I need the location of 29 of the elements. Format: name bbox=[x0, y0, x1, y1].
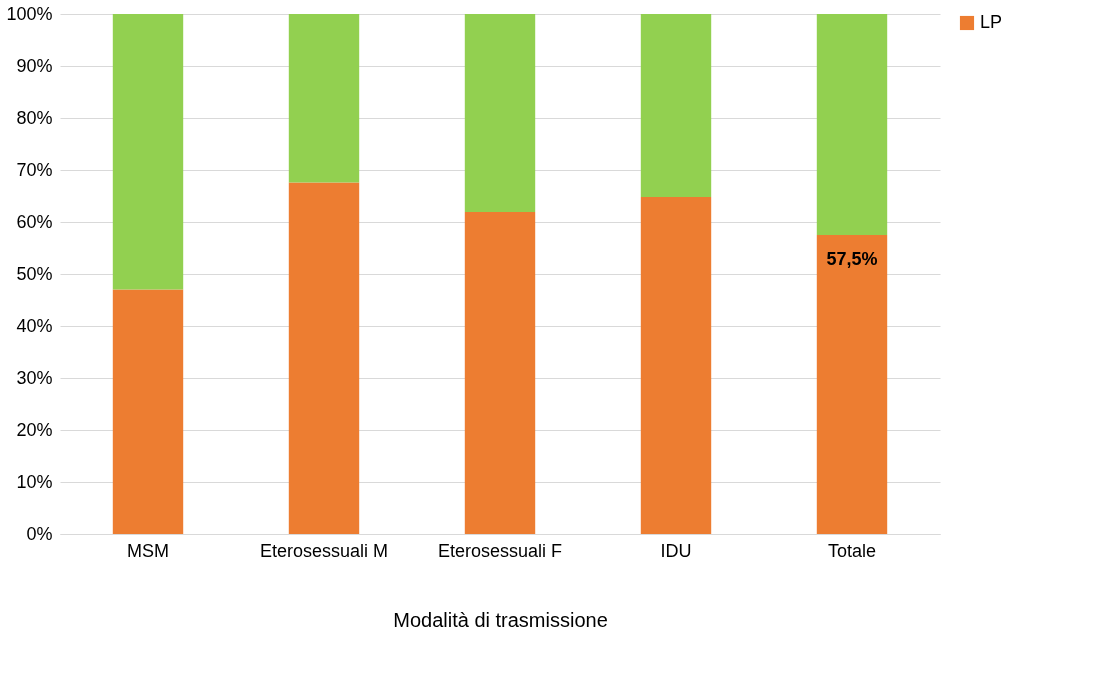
x-tick-label: Totale bbox=[827, 540, 877, 561]
y-tick-label: 30% bbox=[16, 367, 53, 388]
y-tick-label: 0% bbox=[26, 523, 53, 544]
bar bbox=[288, 14, 360, 183]
bar bbox=[640, 197, 712, 534]
y-tick-label: 20% bbox=[16, 419, 53, 440]
bar bbox=[816, 235, 888, 534]
y-tick-label: 70% bbox=[16, 159, 53, 180]
data-label: 57,5% bbox=[826, 248, 878, 269]
bar bbox=[464, 212, 536, 534]
y-tick-label: 50% bbox=[16, 263, 53, 284]
y-tick-label: 80% bbox=[16, 107, 53, 128]
x-axis-title: Modalità di trasmissione bbox=[393, 608, 608, 631]
bar bbox=[816, 14, 888, 235]
bar bbox=[112, 289, 184, 534]
y-tick-label: 90% bbox=[16, 55, 53, 76]
x-tick-label: IDU bbox=[660, 540, 692, 561]
y-tick-label: 100% bbox=[6, 3, 53, 24]
bar bbox=[288, 182, 360, 534]
bar bbox=[640, 14, 712, 198]
y-tick-label: 60% bbox=[16, 211, 53, 232]
bar bbox=[464, 14, 536, 213]
x-tick-label: Eterosessuali M bbox=[259, 540, 389, 561]
x-tick-label: Eterosessuali F bbox=[437, 540, 563, 561]
x-tick-label: MSM bbox=[127, 540, 169, 561]
y-tick-label: 40% bbox=[16, 315, 53, 336]
legend-label: LP bbox=[980, 12, 1003, 32]
y-tick-label: 10% bbox=[16, 471, 53, 492]
bar bbox=[112, 14, 184, 290]
